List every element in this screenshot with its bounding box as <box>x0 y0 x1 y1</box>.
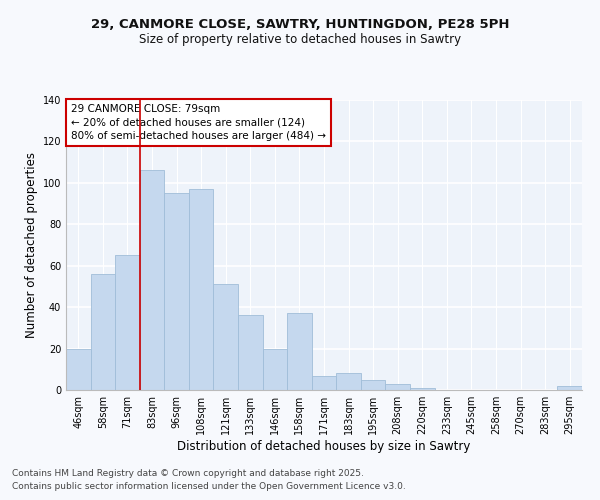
Bar <box>385 384 410 390</box>
Bar <box>115 256 140 390</box>
Bar <box>238 316 263 390</box>
Bar <box>164 193 189 390</box>
Bar <box>312 376 336 390</box>
Bar <box>361 380 385 390</box>
Bar <box>91 274 115 390</box>
Bar <box>140 170 164 390</box>
Text: Size of property relative to detached houses in Sawtry: Size of property relative to detached ho… <box>139 32 461 46</box>
Text: 29, CANMORE CLOSE, SAWTRY, HUNTINGDON, PE28 5PH: 29, CANMORE CLOSE, SAWTRY, HUNTINGDON, P… <box>91 18 509 30</box>
Text: Contains public sector information licensed under the Open Government Licence v3: Contains public sector information licen… <box>12 482 406 491</box>
Bar <box>557 386 582 390</box>
Bar <box>410 388 434 390</box>
Y-axis label: Number of detached properties: Number of detached properties <box>25 152 38 338</box>
Text: Contains HM Land Registry data © Crown copyright and database right 2025.: Contains HM Land Registry data © Crown c… <box>12 468 364 477</box>
Text: 29 CANMORE CLOSE: 79sqm
← 20% of detached houses are smaller (124)
80% of semi-d: 29 CANMORE CLOSE: 79sqm ← 20% of detache… <box>71 104 326 141</box>
X-axis label: Distribution of detached houses by size in Sawtry: Distribution of detached houses by size … <box>178 440 470 453</box>
Bar <box>66 348 91 390</box>
Bar <box>336 374 361 390</box>
Bar <box>214 284 238 390</box>
Bar <box>263 348 287 390</box>
Bar <box>189 189 214 390</box>
Bar <box>287 314 312 390</box>
